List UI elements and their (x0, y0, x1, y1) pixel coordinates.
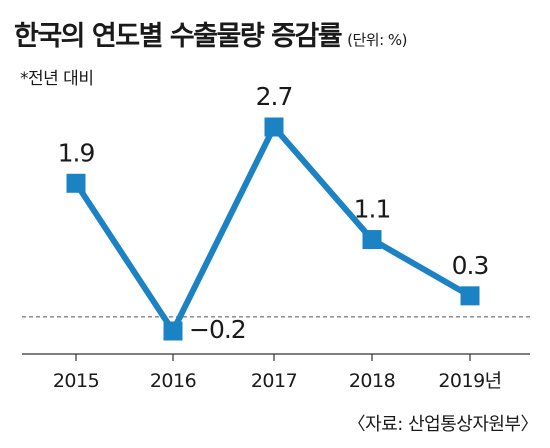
x-tick-label: 2015 (53, 370, 99, 392)
data-point-marker (460, 286, 480, 306)
data-label: 1.9 (58, 138, 95, 167)
data-point-marker (163, 321, 183, 341)
x-tick-label: 2018 (349, 370, 395, 392)
source-label: 〈자료: 산업통상자원부〉 (347, 414, 539, 435)
x-tick-label: 2019년 (438, 370, 501, 392)
data-point-marker (66, 173, 86, 193)
data-label: 2.7 (256, 82, 293, 111)
data-label: 0.3 (452, 251, 489, 280)
x-tick-label: 2017 (251, 370, 297, 392)
unit-label: (단위: %) (347, 31, 408, 49)
data-point-marker (264, 117, 284, 137)
chart-note: *전년 대비 (20, 69, 94, 89)
data-label: 1.1 (354, 195, 391, 224)
data-label: −0.2 (189, 315, 246, 344)
title-row: 한국의 연도별 수출물량 증감률 (단위: %) (14, 14, 408, 53)
chart-title: 한국의 연도별 수출물량 증감률 (14, 21, 343, 52)
series-line (73, 121, 472, 338)
x-tick-label: 2016 (150, 370, 196, 392)
data-point-marker (362, 230, 382, 250)
